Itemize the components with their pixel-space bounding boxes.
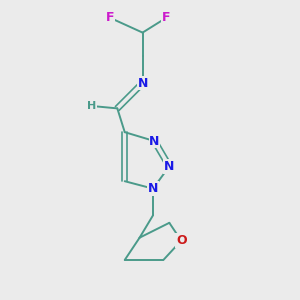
Text: H: H [87, 101, 97, 111]
Text: N: N [148, 182, 158, 195]
Text: F: F [106, 11, 114, 24]
Text: F: F [162, 11, 171, 24]
Text: N: N [164, 160, 175, 173]
Text: N: N [137, 76, 148, 90]
Text: O: O [176, 234, 187, 247]
Text: N: N [149, 135, 160, 148]
